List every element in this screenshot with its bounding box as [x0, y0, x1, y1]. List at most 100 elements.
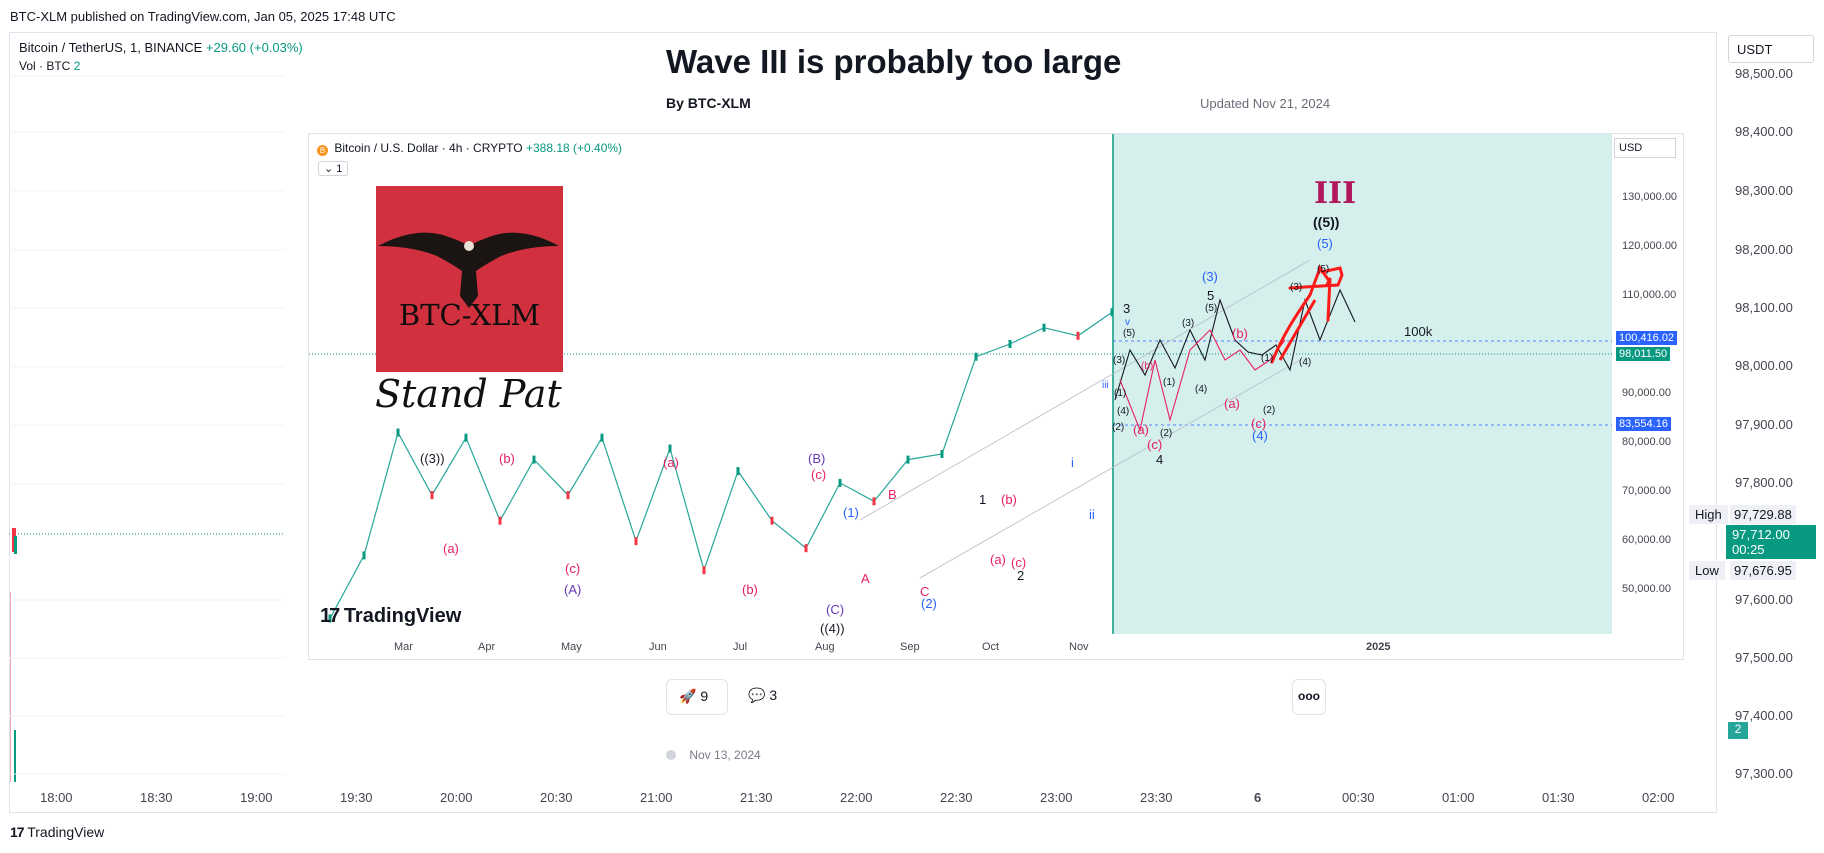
wave-label: (c): [1147, 437, 1163, 452]
high-label: High: [1689, 505, 1728, 524]
volume-legend[interactable]: Vol · BTC 2: [19, 59, 80, 73]
wave-label: (b): [499, 451, 515, 466]
boost-count: 9: [700, 688, 709, 704]
wave-label: ((5)): [1313, 214, 1340, 230]
wave-label: 2: [1017, 568, 1025, 583]
inner-y-tick: 120,000.00: [1622, 240, 1678, 252]
wave-label: (c): [565, 561, 581, 576]
wave-label: B: [888, 487, 897, 502]
price-point: [804, 544, 808, 553]
inner-currency-box[interactable]: USD: [1614, 138, 1676, 158]
price-point: [668, 444, 672, 453]
wave-label: iii: [1102, 380, 1109, 391]
tradingview-logo-icon: 17: [10, 824, 25, 840]
price-point: [974, 352, 978, 361]
price-point: [430, 491, 434, 500]
outer-x-tick: 22:00: [840, 790, 873, 805]
post-author[interactable]: By BTC-XLM: [666, 95, 751, 111]
channel-line-bottom: [919, 359, 1301, 579]
price-point: [770, 516, 774, 525]
comments-button[interactable]: 💬 3: [748, 687, 777, 704]
footer-brand[interactable]: 17 TradingView: [10, 824, 104, 840]
wave-label: ((3)): [420, 451, 445, 466]
symbol-name: Bitcoin / TetherUS, 1, BINANCE: [19, 40, 203, 55]
wave-label: (c): [1011, 555, 1027, 570]
watermark-text: TradingView: [343, 605, 462, 627]
wave-label: (4): [1252, 428, 1268, 443]
outer-x-tick: 23:30: [1140, 790, 1173, 805]
boost-button[interactable]: 🚀 9: [666, 679, 728, 715]
wave-label: (2): [921, 596, 937, 611]
price-point: [634, 537, 638, 546]
projection-path-red: [1119, 329, 1286, 432]
post-updated: Updated Nov 21, 2024: [1200, 96, 1331, 111]
outer-x-tick: 20:00: [440, 790, 473, 805]
interval-collapse-button[interactable]: ⌄ 1: [318, 161, 349, 176]
more-options-button[interactable]: ooo: [1292, 679, 1326, 715]
level-100k-label: 100k: [1404, 324, 1433, 339]
last-price: 97,712.00: [1732, 527, 1790, 542]
price-point: [1042, 323, 1046, 332]
post-date-marker: Nov 13, 2024: [666, 748, 761, 762]
marker-date: Nov 13, 2024: [689, 748, 761, 762]
wave-label: (4): [1299, 357, 1312, 368]
outer-x-tick: 23:00: [1040, 790, 1073, 805]
wave-label: (5): [1123, 328, 1136, 339]
interval-box-label: 1: [336, 163, 343, 175]
outer-y-tick: 98,400.00: [1735, 124, 1793, 139]
symbol-legend[interactable]: Bitcoin / TetherUS, 1, BINANCE +29.60 (+…: [19, 40, 303, 55]
price-line: [329, 311, 1113, 619]
wave-label: (1): [1114, 388, 1127, 399]
eagle-icon: [378, 232, 559, 308]
vol-value: 2: [73, 59, 81, 73]
wave-label: III: [1314, 176, 1357, 211]
wave-label: ii: [1089, 507, 1095, 522]
currency-selector[interactable]: USDT: [1728, 35, 1814, 63]
level-tag-current: 98,011.50: [1616, 347, 1671, 361]
outer-y-tick: 97,800.00: [1735, 475, 1793, 490]
symbol-change: +29.60 (+0.03%): [205, 40, 303, 55]
inner-y-tick: 110,000.00: [1622, 289, 1677, 301]
wave-label: A: [861, 571, 870, 586]
wave-label: (2): [1112, 422, 1125, 433]
outer-x-tick: 01:30: [1542, 790, 1575, 805]
comment-count: 3: [769, 687, 778, 703]
bar-countdown: 00:25: [1732, 542, 1765, 557]
comment-icon: 💬: [748, 687, 766, 703]
outer-x-tick: 21:30: [740, 790, 773, 805]
wave-label: (1): [1261, 353, 1274, 364]
outer-x-tick: 20:30: [540, 790, 573, 805]
outer-y-tick: 98,200.00: [1735, 242, 1793, 257]
hand-drawn-arrow: [1270, 264, 1344, 364]
outer-x-tick: 01:00: [1442, 790, 1475, 805]
rocket-icon: 🚀: [679, 688, 697, 704]
wave-label: (c): [1251, 416, 1267, 431]
post-title: Wave III is probably too large: [666, 43, 1122, 80]
outer-x-tick: 00:30: [1342, 790, 1375, 805]
wave-label: (A): [564, 582, 582, 597]
price-point: [566, 491, 570, 500]
wave-label: 3: [1123, 301, 1131, 316]
outer-x-tick: 19:00: [240, 790, 273, 805]
inner-x-tick: May: [561, 641, 582, 653]
wave-label: (B): [808, 451, 826, 466]
price-point: [838, 478, 842, 487]
inner-x-tick: Nov: [1069, 641, 1089, 653]
wave-label: v: [1125, 317, 1130, 328]
outer-x-tick: 6: [1254, 790, 1262, 805]
channel-line-top: [859, 259, 1311, 521]
wave-label: (3): [1202, 269, 1218, 284]
volume-badge: 2: [1728, 722, 1748, 739]
inner-y-tick: 80,000.00: [1622, 436, 1671, 448]
logo-caption: Stand Pat: [375, 372, 562, 416]
level-tag-upper: 100,416.02: [1616, 331, 1678, 345]
dot-icon: [666, 750, 676, 760]
inner-symbol-legend[interactable]: B Bitcoin / U.S. Dollar · 4h · CRYPTO +3…: [317, 141, 622, 156]
outer-y-tick: 98,100.00: [1735, 300, 1793, 315]
wave-label: (5): [1317, 264, 1330, 275]
wave-label: (3): [1113, 355, 1126, 366]
outer-y-tick: 97,300.00: [1735, 766, 1793, 781]
inner-x-tick: Jul: [733, 641, 748, 653]
wave-label: (a): [1224, 396, 1240, 411]
